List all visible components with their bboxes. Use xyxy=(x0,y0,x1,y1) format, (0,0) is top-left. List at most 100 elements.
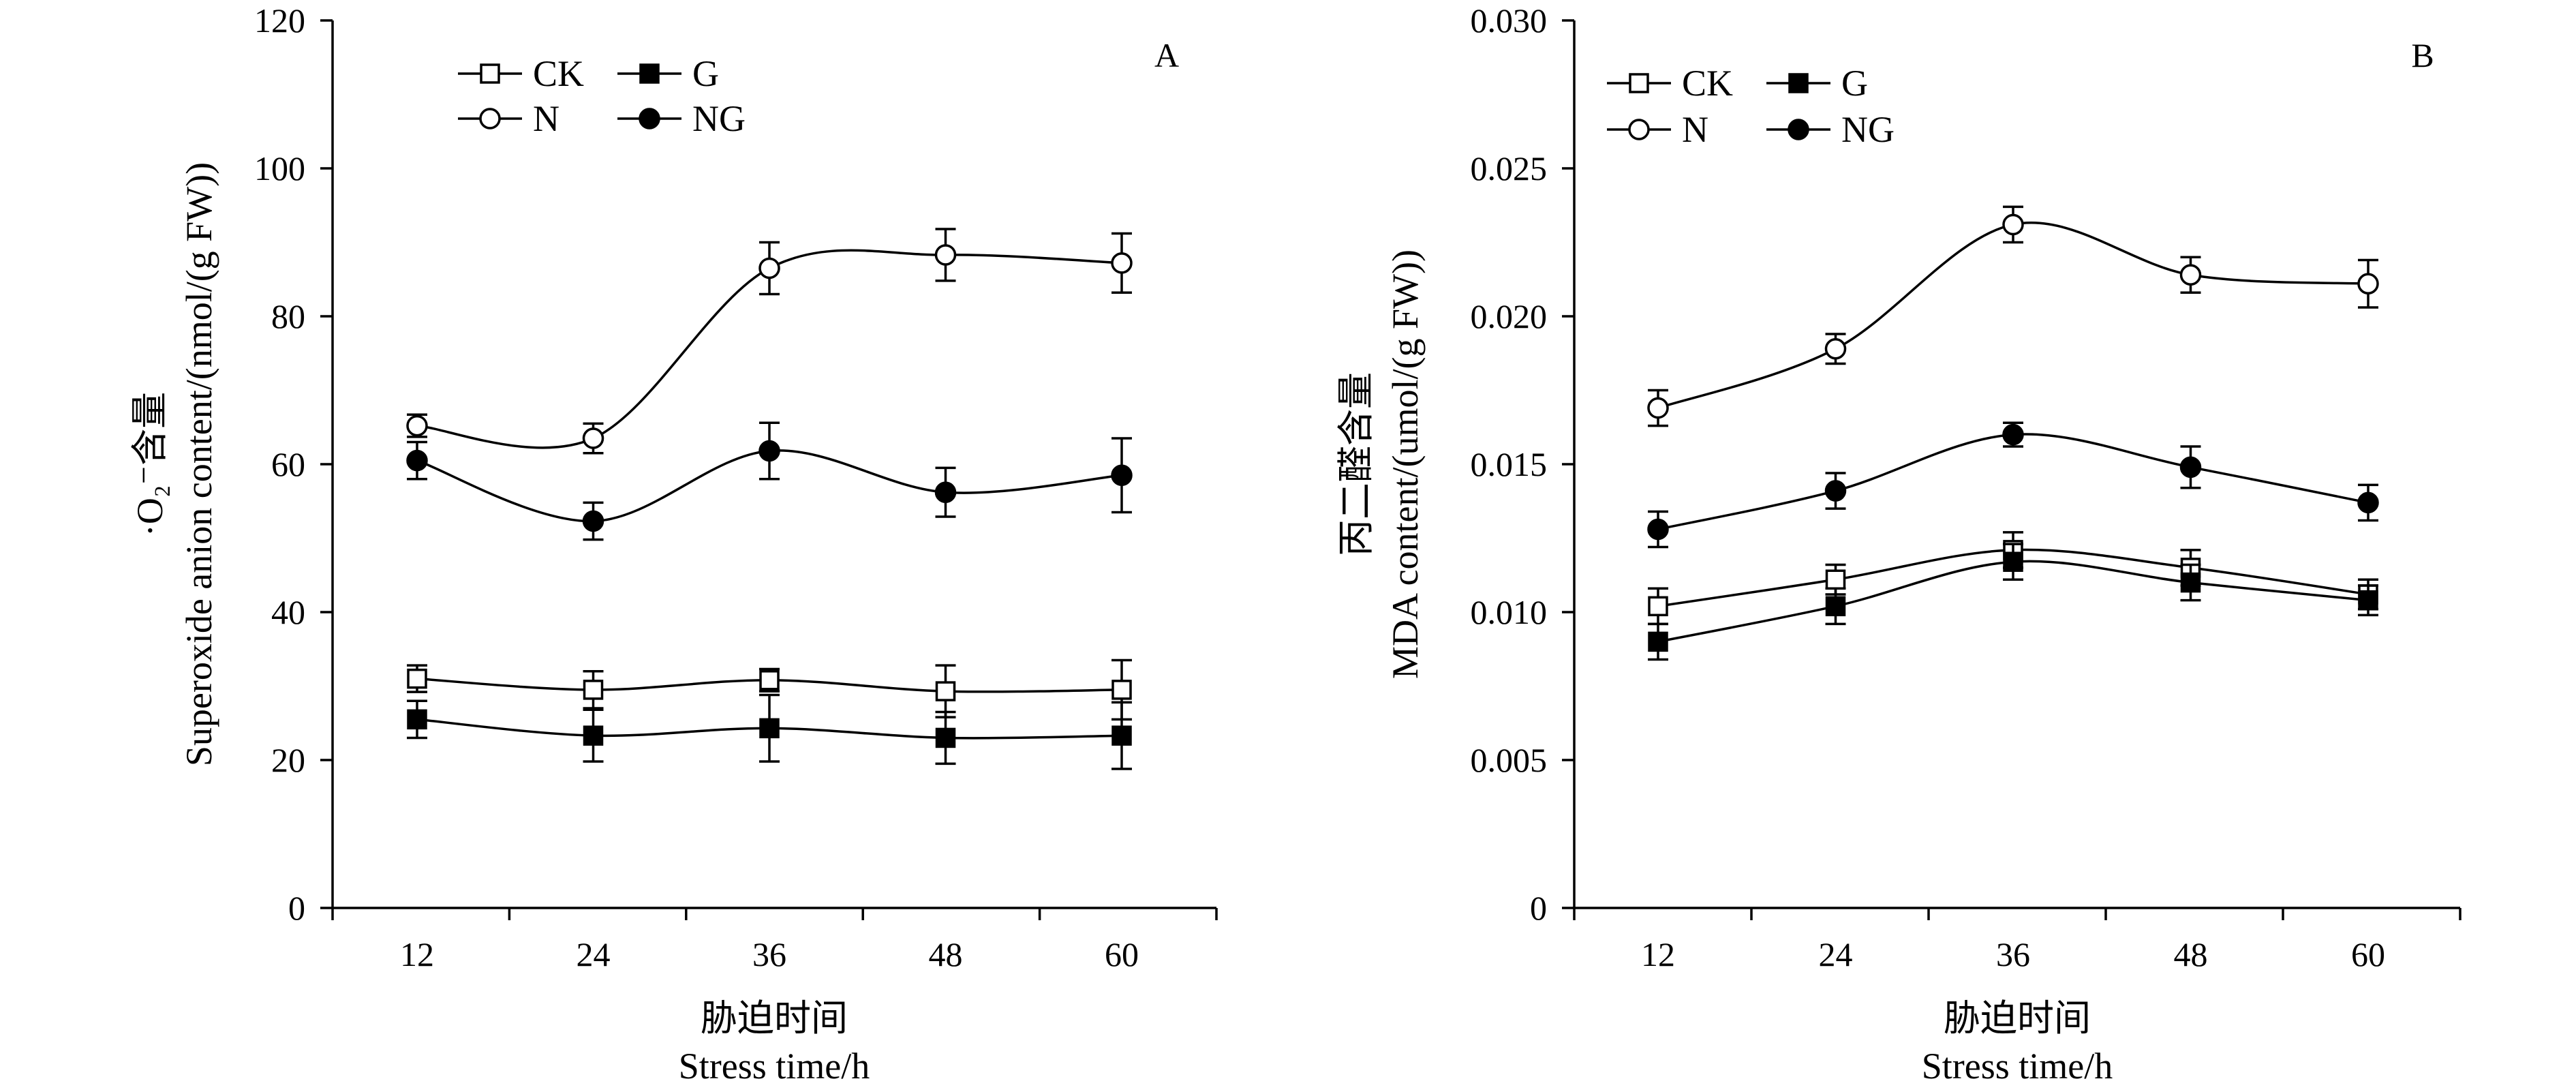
panel-a-x-tick-label: 48 xyxy=(929,935,963,973)
panel-b-y-tick-label: 0.025 xyxy=(1471,149,1548,187)
panel-b-series-n xyxy=(1647,205,2379,427)
panel-a-series-ck-point xyxy=(1111,680,1132,700)
panel-b-legend-n-label: N xyxy=(1682,109,1708,150)
panel-a-x-tick-label: 12 xyxy=(400,935,434,973)
panel-b-y-tick-label: 0.030 xyxy=(1471,1,1548,40)
panel-b-series-g-point xyxy=(2358,590,2378,611)
panel-a-x-ticks: 12 24 36 48 60 xyxy=(331,908,1218,973)
panel-a-y-title-cn: ·O₂⁻含量 xyxy=(129,392,170,536)
panel-b-series-ng-point xyxy=(2357,491,2379,514)
panel-a-x-title-en: Stress time/h xyxy=(679,1046,870,1087)
panel-b-legend-g-label: G xyxy=(1841,63,1868,104)
panel-b-y-tick-label: 0.010 xyxy=(1471,593,1548,631)
panel-a-series-g-point xyxy=(583,725,604,746)
panel-a-legend-g: G xyxy=(617,53,719,94)
panel-b-y-tick-label: 0.005 xyxy=(1471,741,1548,779)
panel-a-series-ng-point xyxy=(1111,464,1133,487)
circle-open-icon xyxy=(1628,119,1650,140)
panel-a-series-ck-point xyxy=(759,670,780,691)
panel-a-y-tick-label: 80 xyxy=(271,297,305,335)
panel-b-y-ticks: 0 0.005 0.010 0.015 0.020 0.025 0.030 xyxy=(1471,1,1574,927)
panel-a-y-tick-label: 0 xyxy=(288,889,305,927)
panel-a-y-tick-label: 120 xyxy=(254,1,305,40)
panel-b-series-n-point xyxy=(1824,337,1847,360)
panel-a-series-g-point xyxy=(1111,725,1132,746)
panel-a-series-ng-point xyxy=(758,440,780,462)
panel-b-y-tick-label: 0 xyxy=(1530,889,1547,927)
panel-a-legend-ng: NG xyxy=(617,98,746,139)
circle-filled-icon xyxy=(639,108,660,130)
panel-a-series-n-point xyxy=(582,427,604,449)
panel-a-legend: CK G N NG xyxy=(458,53,746,139)
panel-b-series-n-point xyxy=(1647,397,1669,419)
panel-a-legend-g-label: G xyxy=(692,53,719,94)
panel-b-legend: CK G N NG xyxy=(1607,63,1895,150)
panel-b-series-g-point xyxy=(2003,551,2023,572)
panel-b-series-ng-line xyxy=(1657,433,2369,531)
panel-b-series-ck-point xyxy=(1825,569,1846,590)
panel-b: 0 0.005 0.010 0.015 0.020 0.025 0.030 12 24 36 48… xyxy=(1336,1,2462,1087)
panel-a-label: A xyxy=(1154,36,1179,74)
panel-b-y-tick-label: 0.020 xyxy=(1471,297,1548,335)
panel-a-legend-ck-label: CK xyxy=(533,53,584,94)
panel-b-x-title-cn: 胁迫时间 xyxy=(1944,998,2091,1039)
panel-b-x-tick-label: 24 xyxy=(1819,935,1853,973)
panel-b-series-n-point xyxy=(2002,213,2024,236)
panel-a-series-ng-point xyxy=(934,481,957,503)
panel-b-legend-ng: NG xyxy=(1766,109,1895,150)
panel-a-series-n-point xyxy=(1111,252,1133,274)
panel-a-series xyxy=(406,228,1133,770)
panel-b-series-ck-point xyxy=(1648,596,1668,617)
panel-b-legend-g: G xyxy=(1766,63,1868,104)
panel-a-series-ng-point xyxy=(582,510,604,532)
panel-a-series-g-point xyxy=(759,718,780,739)
panel-b-series xyxy=(1647,205,2379,661)
panel-b-legend-ck-label: CK xyxy=(1682,63,1733,104)
panel-b-y-title-en: MDA content/(umol/(g FW)) xyxy=(1385,249,1426,679)
panel-a-y-tick-label: 100 xyxy=(254,149,305,187)
panel-a-series-g xyxy=(407,693,1132,770)
square-open-icon xyxy=(480,63,500,84)
panel-a-series-g-point xyxy=(935,727,956,748)
panel-a-legend-n-label: N xyxy=(533,98,559,139)
panel-a-series-ng-point xyxy=(406,449,428,472)
square-open-icon xyxy=(1629,73,1649,93)
panel-b-series-g-point xyxy=(1648,631,1668,652)
panel-b-x-tick-label: 48 xyxy=(2174,935,2208,973)
circle-filled-icon xyxy=(1788,119,1809,140)
panel-b-series-ng-point xyxy=(1647,518,1669,541)
panel-b-legend-ng-label: NG xyxy=(1841,109,1895,150)
panel-a-series-n-point xyxy=(758,257,780,279)
square-filled-icon xyxy=(1788,73,1809,93)
panel-b-series-g xyxy=(1648,543,2378,661)
panel-a-series-ck-point xyxy=(583,680,604,700)
panel-a: 0 20 40 60 80 100 120 12 24 36 48 60 A 胁迫时间 Stress… xyxy=(129,1,1218,1087)
panel-b-x-ticks: 12 24 36 48 60 xyxy=(1573,908,2462,973)
panel-b-series-ng-point xyxy=(2002,423,2024,446)
panel-b-series-n-point xyxy=(2357,273,2379,295)
panel-a-series-n-point xyxy=(934,244,957,266)
panel-b-series-g-point xyxy=(1825,596,1846,617)
panel-a-series-ck-point xyxy=(407,668,427,689)
panel-a-y-tick-label: 20 xyxy=(271,741,305,779)
panel-b-series-g-point xyxy=(2180,572,2201,593)
panel-b-x-title-en: Stress time/h xyxy=(1922,1046,2113,1087)
panel-a-legend-n: N xyxy=(458,98,559,139)
panel-a-y-tick-label: 40 xyxy=(271,593,305,631)
panel-a-y-tick-label: 60 xyxy=(271,445,305,483)
panel-b-y-tick-label: 0.015 xyxy=(1471,445,1548,483)
panel-a-y-ticks: 0 20 40 60 80 100 120 xyxy=(254,1,333,927)
panel-b-series-ng-point xyxy=(2179,456,2202,479)
panel-a-series-n-point xyxy=(406,414,428,437)
panel-a-x-tick-label: 36 xyxy=(752,935,786,973)
panel-b-x-tick-label: 12 xyxy=(1641,935,1675,973)
panel-b-y-title-cn: 丙二醛含量 xyxy=(1336,372,1377,556)
panel-a-x-title-cn: 胁迫时间 xyxy=(701,998,848,1039)
panel-a-x-tick-label: 60 xyxy=(1105,935,1139,973)
panel-b-series-n-line xyxy=(1657,222,2369,410)
panel-a-series-ck-point xyxy=(935,681,956,701)
panel-b-label: B xyxy=(2411,36,2434,74)
panel-a-legend-ck: CK xyxy=(458,53,584,94)
panel-b-series-n-point xyxy=(2179,264,2202,286)
